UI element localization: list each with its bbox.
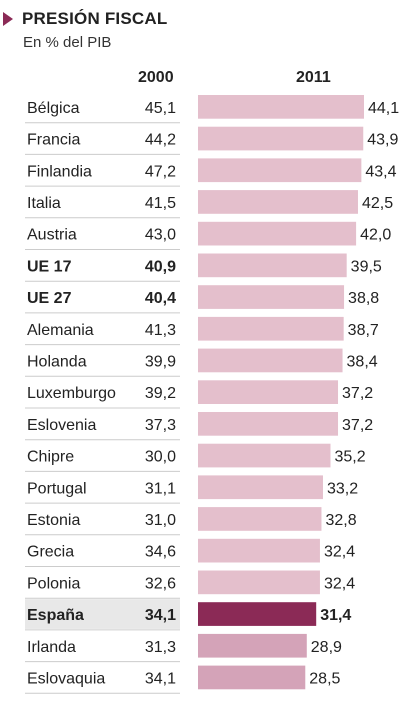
value-2000-label: 34,1 bbox=[145, 670, 176, 687]
value-2011-label: 42,5 bbox=[362, 195, 393, 212]
column-header-2000: 2000 bbox=[138, 69, 174, 86]
country-label: Luxemburgo bbox=[27, 385, 116, 402]
country-label: Estonia bbox=[27, 512, 80, 529]
value-2011-label: 44,1 bbox=[368, 100, 399, 117]
bar-2011 bbox=[198, 570, 320, 595]
bar-2011 bbox=[198, 475, 323, 500]
country-label: Eslovaquia bbox=[27, 670, 105, 687]
value-2000-label: 31,0 bbox=[145, 512, 176, 529]
bar-2011 bbox=[198, 126, 364, 151]
country-label: Austria bbox=[27, 227, 77, 244]
value-2011-label: 28,5 bbox=[309, 670, 340, 687]
value-2011-label: 35,2 bbox=[334, 449, 365, 466]
value-2000-label: 40,9 bbox=[145, 258, 176, 275]
value-2011-label: 43,9 bbox=[367, 132, 398, 149]
bar-2011 bbox=[198, 190, 358, 214]
country-label: Chipre bbox=[27, 449, 74, 466]
bar-2011 bbox=[198, 221, 357, 246]
bar-2011 bbox=[198, 380, 339, 404]
bar-2011 bbox=[198, 443, 331, 468]
country-label: Francia bbox=[27, 132, 80, 149]
country-label: Grecia bbox=[27, 544, 74, 561]
bar-2011 bbox=[198, 348, 343, 373]
country-label: UE 17 bbox=[27, 258, 72, 275]
country-label: Finlandia bbox=[27, 163, 92, 180]
bar-2011 bbox=[198, 538, 320, 563]
value-2000-label: 40,4 bbox=[145, 290, 176, 307]
value-2000-label: 34,6 bbox=[145, 544, 176, 561]
value-2011-label: 39,5 bbox=[351, 258, 382, 275]
value-2000-label: 30,0 bbox=[145, 449, 176, 466]
bar-2011 bbox=[198, 633, 307, 658]
country-label: Alemania bbox=[27, 322, 94, 339]
bar-2011 bbox=[198, 412, 339, 436]
chart-subtitle: En % del PIB bbox=[23, 34, 112, 51]
value-2011-label: 32,8 bbox=[325, 512, 356, 529]
value-2011-label: 38,8 bbox=[348, 290, 379, 307]
value-2000-label: 31,3 bbox=[145, 639, 176, 656]
value-2011-label: 37,2 bbox=[342, 385, 373, 402]
value-2000-label: 39,2 bbox=[145, 385, 176, 402]
bar-2011 bbox=[198, 602, 317, 626]
country-label: Italia bbox=[27, 195, 61, 212]
bar-2011 bbox=[198, 158, 362, 183]
value-2011-label: 32,4 bbox=[324, 544, 355, 561]
country-label: Portugal bbox=[27, 480, 87, 497]
bar-2011 bbox=[198, 665, 306, 690]
title-marker-icon bbox=[3, 12, 13, 26]
value-2011-label: 37,2 bbox=[342, 417, 373, 434]
value-2000-label: 43,0 bbox=[145, 227, 176, 244]
chart-title: PRESIÓN FISCAL bbox=[22, 9, 168, 28]
value-2011-label: 32,4 bbox=[324, 575, 355, 592]
bar-2011 bbox=[198, 285, 345, 309]
country-label: España bbox=[27, 607, 84, 624]
value-2000-label: 41,3 bbox=[145, 322, 176, 339]
value-2000-label: 45,1 bbox=[145, 100, 176, 117]
value-2000-label: 37,3 bbox=[145, 417, 176, 434]
chart-header: PRESIÓN FISCAL En % del PIB bbox=[0, 0, 414, 70]
column-header-2011: 2011 bbox=[296, 69, 331, 86]
country-label: Bélgica bbox=[27, 100, 80, 117]
bar-2011 bbox=[198, 507, 322, 531]
value-2000-label: 44,2 bbox=[145, 132, 176, 149]
value-2011-label: 38,4 bbox=[347, 353, 378, 370]
value-2011-label: 43,4 bbox=[365, 163, 396, 180]
bar-2011 bbox=[198, 316, 344, 341]
value-2011-label: 33,2 bbox=[327, 480, 358, 497]
value-2011-label: 31,4 bbox=[320, 607, 351, 624]
value-2011-label: 42,0 bbox=[360, 227, 391, 244]
value-2000-label: 31,1 bbox=[145, 480, 176, 497]
highlight-row-bg bbox=[25, 599, 180, 629]
country-label: Polonia bbox=[27, 575, 80, 592]
value-2000-label: 47,2 bbox=[145, 163, 176, 180]
value-2000-label: 41,5 bbox=[145, 195, 176, 212]
country-label: Holanda bbox=[27, 353, 87, 370]
value-2011-label: 38,7 bbox=[348, 322, 379, 339]
country-label: Eslovenia bbox=[27, 417, 96, 434]
country-label: UE 27 bbox=[27, 290, 72, 307]
value-2000-label: 39,9 bbox=[145, 353, 176, 370]
value-2011-label: 28,9 bbox=[311, 639, 342, 656]
value-2000-label: 34,1 bbox=[145, 607, 176, 624]
country-label: Irlanda bbox=[27, 639, 76, 656]
value-2000-label: 32,6 bbox=[145, 575, 176, 592]
bar-2011 bbox=[198, 95, 364, 119]
bar-2011 bbox=[198, 253, 347, 278]
